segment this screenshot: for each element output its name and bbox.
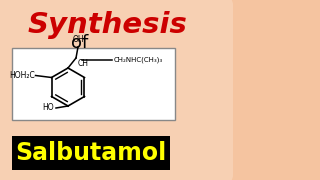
FancyBboxPatch shape <box>0 0 233 180</box>
Text: Synthesis: Synthesis <box>28 11 188 39</box>
Text: Salbutamol: Salbutamol <box>15 141 167 165</box>
Bar <box>12 48 175 120</box>
Text: HO: HO <box>42 103 54 112</box>
Text: CH₂NHC(CH₃)₃: CH₂NHC(CH₃)₃ <box>114 57 163 63</box>
Text: HOH₂C: HOH₂C <box>9 71 35 80</box>
Text: CH: CH <box>78 59 89 68</box>
Text: OH: OH <box>72 35 84 44</box>
Text: of: of <box>71 34 89 52</box>
Bar <box>12 136 170 170</box>
